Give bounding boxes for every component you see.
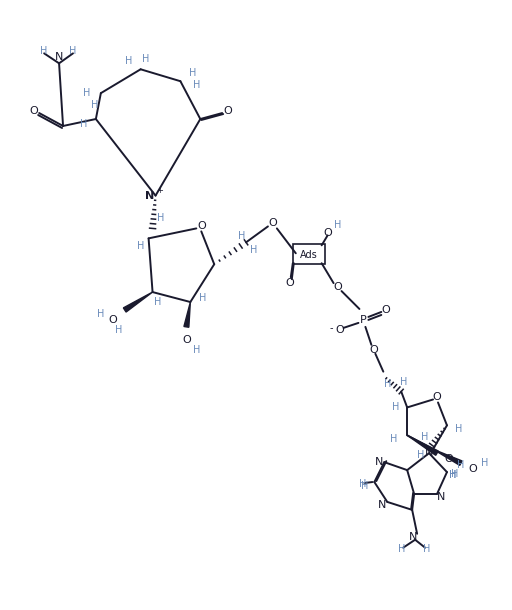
Text: N: N [375,457,383,467]
Text: H: H [157,214,164,223]
Text: O: O [224,106,232,116]
Text: O: O [268,218,278,228]
Text: H: H [80,119,88,129]
Text: O: O [30,106,38,116]
Text: O: O [468,464,477,474]
Text: P: P [360,315,367,325]
Text: O: O [335,325,344,335]
Text: H: H [250,245,258,256]
Text: H: H [69,46,77,56]
Text: H: H [193,345,200,355]
Polygon shape [407,436,438,455]
Text: -: - [330,323,333,333]
Text: H: H [91,100,99,110]
Text: H: H [334,220,341,231]
Polygon shape [433,449,462,465]
Text: H: H [142,54,150,64]
Text: H: H [361,481,368,491]
Text: N: N [55,52,63,62]
Text: N: N [425,448,433,458]
Text: H: H [40,46,48,56]
Text: H: H [97,309,104,319]
Text: H: H [199,293,206,303]
Text: +: + [156,186,163,195]
Text: O: O [286,278,294,288]
Text: H: H [83,88,91,98]
Text: H: H [423,544,431,554]
Text: O: O [381,305,390,315]
Text: H: H [390,434,397,444]
Text: Ads: Ads [300,250,317,260]
Polygon shape [123,292,153,312]
Text: O: O [333,282,342,292]
Text: H: H [154,297,161,307]
Text: H: H [188,68,196,78]
Text: H: H [451,469,459,479]
Text: H: H [115,325,122,335]
Text: N: N [378,500,387,510]
Text: O: O [197,221,206,231]
Text: H: H [481,458,488,468]
Text: H: H [397,544,405,554]
Text: O: O [323,228,332,239]
Text: H: H [137,242,144,251]
Text: H: H [417,450,425,460]
Text: H: H [239,231,246,242]
Text: H: H [125,56,133,66]
Text: H: H [383,379,391,389]
Text: H: H [455,425,462,434]
Text: O: O [444,454,453,464]
Text: H: H [399,376,407,387]
Text: H: H [359,479,366,489]
Text: H: H [449,470,457,480]
Text: N: N [409,532,417,542]
Polygon shape [184,302,190,328]
Text: H: H [392,403,399,412]
Text: N: N [437,492,445,502]
Text: H: H [457,460,464,470]
Text: H: H [421,432,429,442]
Text: H: H [193,80,200,90]
Text: H: H [449,470,457,480]
Text: O: O [182,335,191,345]
Text: O: O [369,345,378,355]
Text: O: O [433,392,441,401]
Text: N: N [145,190,154,201]
Text: O: O [109,315,117,325]
